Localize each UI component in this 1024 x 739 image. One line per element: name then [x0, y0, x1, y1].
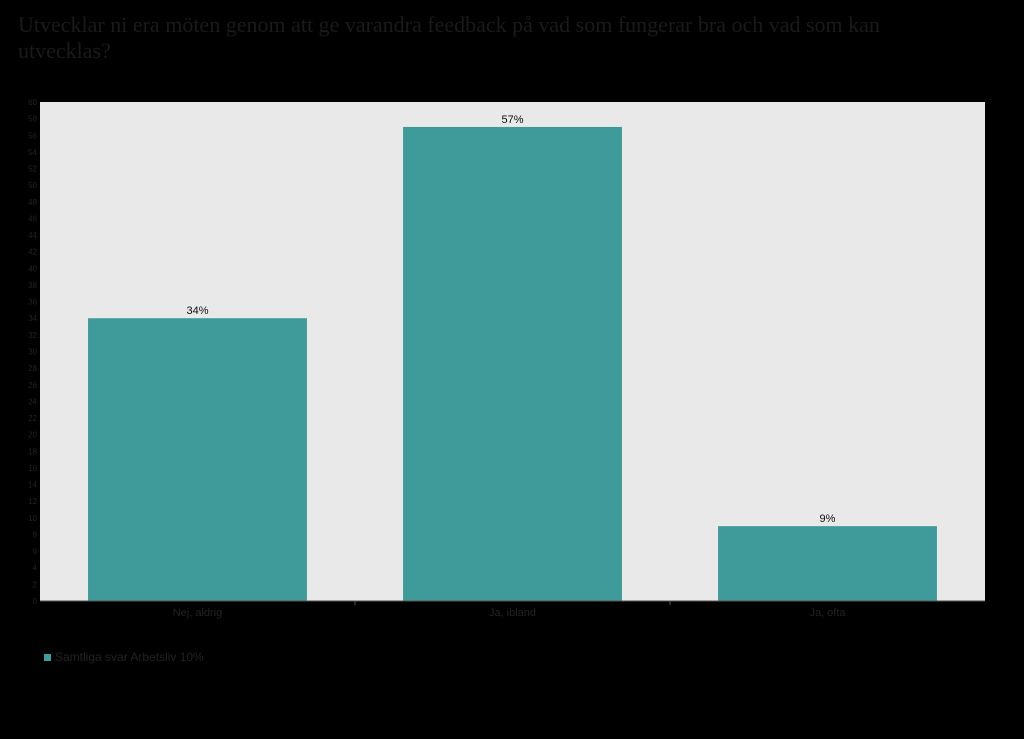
- y-tick-label: 48: [28, 198, 37, 207]
- y-tick-label: 44: [28, 231, 37, 240]
- legend-label: Samtliga svar Arbetsliv 10%: [55, 650, 204, 664]
- y-tick-label: 10: [28, 514, 37, 523]
- y-tick-label: 52: [28, 165, 37, 174]
- bar: [718, 526, 937, 601]
- y-tick-label: 26: [28, 381, 37, 390]
- y-tick-label: 60: [28, 98, 37, 107]
- y-tick-label: 14: [28, 481, 37, 490]
- chart-title: Utvecklar ni era möten genom att ge vara…: [18, 12, 880, 63]
- y-tick-label: 46: [28, 214, 37, 223]
- y-tick-label: 8: [33, 530, 38, 539]
- x-tick-label: Nej, aldrig: [173, 607, 223, 619]
- y-tick-label: 30: [28, 348, 37, 357]
- y-tick-label: 28: [28, 364, 37, 373]
- y-tick-label: 36: [28, 298, 37, 307]
- y-tick-label: 12: [28, 497, 37, 506]
- y-tick-label: 22: [28, 414, 37, 423]
- x-tick-label: Ja, ofta: [809, 607, 846, 619]
- y-tick-label: 6: [33, 547, 38, 556]
- y-tick-label: 24: [28, 397, 37, 406]
- x-axis: Nej, aldrig Ja, ibland Ja, ofta: [40, 600, 985, 619]
- y-tick-label: 2: [33, 580, 38, 589]
- data-label: 57%: [501, 114, 523, 126]
- y-tick-label: 32: [28, 331, 37, 340]
- legend-swatch: [44, 653, 51, 661]
- y-tick-label: 20: [28, 431, 37, 440]
- data-label: 34%: [186, 305, 208, 317]
- bar: [403, 126, 622, 601]
- x-tick-label: Ja, ibland: [489, 607, 536, 619]
- bars-group: 34% 57% 9%: [88, 114, 937, 601]
- data-label: 9%: [820, 513, 836, 525]
- y-tick-label: 4: [33, 564, 38, 573]
- y-tick-label: 34: [28, 314, 37, 323]
- y-tick-label: 0: [33, 597, 38, 606]
- y-tick-label: 54: [28, 148, 37, 157]
- y-axis: 0246810121416182022242628303234363840424…: [28, 98, 37, 606]
- y-tick-label: 56: [28, 131, 37, 140]
- y-tick-label: 18: [28, 447, 37, 456]
- bar: [88, 318, 307, 601]
- y-tick-label: 58: [28, 115, 37, 124]
- legend: Samtliga svar Arbetsliv 10%: [44, 650, 204, 664]
- y-tick-label: 38: [28, 281, 37, 290]
- y-tick-label: 40: [28, 264, 37, 273]
- y-tick-label: 42: [28, 248, 37, 257]
- y-tick-label: 16: [28, 464, 37, 473]
- y-tick-label: 50: [28, 181, 37, 190]
